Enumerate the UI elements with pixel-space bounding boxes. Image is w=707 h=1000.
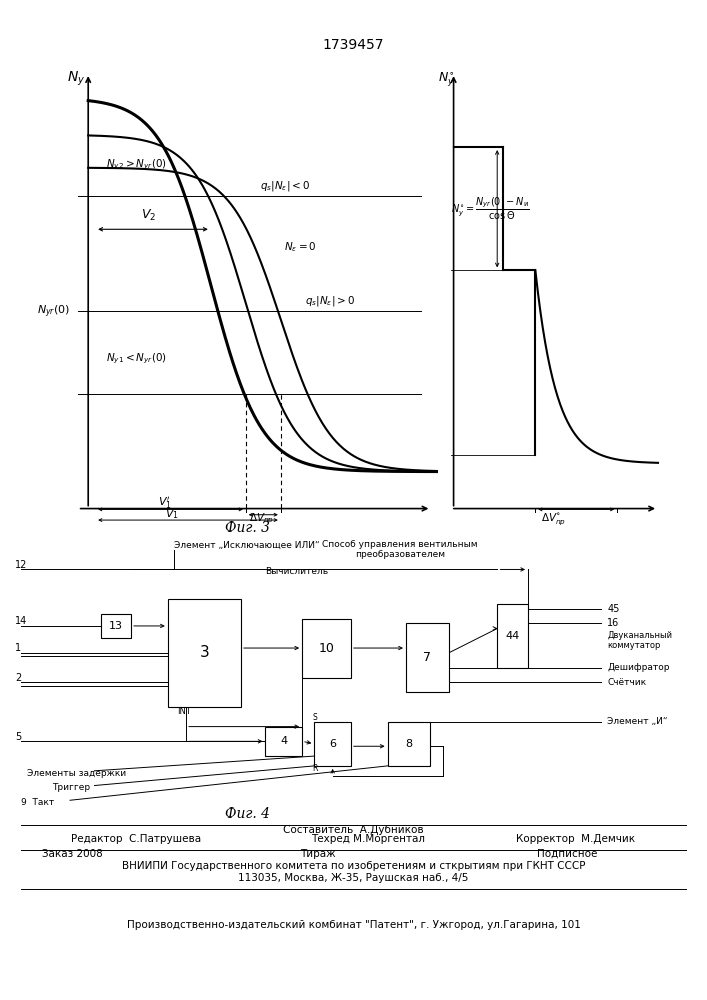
Text: 44: 44 (506, 631, 520, 641)
Text: 13: 13 (109, 621, 123, 631)
Text: $\Delta V_{пр}$: $\Delta V_{пр}$ (250, 511, 274, 526)
Text: 45: 45 (607, 604, 620, 614)
Text: $N_y$: $N_y$ (67, 70, 85, 88)
Text: INT: INT (177, 707, 191, 716)
Text: Техред М.Моргентал: Техред М.Моргентал (311, 834, 425, 844)
Text: 5: 5 (15, 732, 21, 742)
Text: 4: 4 (280, 736, 287, 746)
Text: $N_{yr}(0)$: $N_{yr}(0)$ (37, 303, 71, 320)
Bar (265, 727, 302, 756)
Text: Подписное: Подписное (537, 849, 597, 859)
Text: Тираж: Тираж (300, 849, 336, 859)
Text: Вычислитель: Вычислитель (265, 567, 329, 576)
Text: Производственно-издательский комбинат "Патент", г. Ужгород, ул.Гагарина, 101: Производственно-издательский комбинат "П… (127, 920, 580, 930)
Text: $N_{y1}<N_{yr}(0)$: $N_{y1}<N_{yr}(0)$ (106, 351, 167, 366)
Text: $q_s|N_\varepsilon|>0$: $q_s|N_\varepsilon|>0$ (305, 294, 356, 308)
Text: Составитель  А.Дубников: Составитель А.Дубников (284, 825, 423, 835)
Text: 6: 6 (329, 739, 336, 749)
Text: $N_{y2}>N_{yr}(0)$: $N_{y2}>N_{yr}(0)$ (106, 158, 167, 172)
Text: 8: 8 (405, 739, 412, 749)
Text: 2: 2 (15, 673, 21, 683)
Text: Элементы задержки: Элементы задержки (28, 769, 127, 778)
Text: Корректор  М.Демчик: Корректор М.Демчик (516, 834, 635, 844)
Text: S: S (312, 713, 317, 722)
Text: ВНИИПИ Государственного комитета по изобретениям и сткрытиям при ГКНТ СССР: ВНИИПИ Государственного комитета по изоб… (122, 861, 585, 871)
Text: $q_s|N_\varepsilon|<0$: $q_s|N_\varepsilon|<0$ (259, 179, 310, 193)
Text: Фиг. 4: Фиг. 4 (225, 807, 270, 821)
Text: $N_\varepsilon=0$: $N_\varepsilon=0$ (284, 240, 317, 254)
Text: 10: 10 (319, 642, 334, 655)
Text: $N_y^{\circ}=\dfrac{N_{yr}(0)-N_{\rm и}}{\cos\Theta}$: $N_y^{\circ}=\dfrac{N_{yr}(0)-N_{\rm и}}… (451, 196, 530, 222)
Text: $V_1'$: $V_1'$ (158, 495, 172, 511)
Bar (315, 722, 351, 766)
Text: Счётчик: Счётчик (607, 678, 646, 687)
Text: 14: 14 (15, 616, 28, 626)
Text: Элемент „И“: Элемент „И“ (607, 717, 668, 726)
Text: Заказ 2008: Заказ 2008 (42, 849, 103, 859)
Text: преобразователем: преобразователем (355, 550, 445, 559)
Text: $N_y^{\circ}$: $N_y^{\circ}$ (438, 70, 455, 89)
Text: 16: 16 (607, 618, 619, 628)
Text: Элемент „Исключающее ИЛИ“: Элемент „Исключающее ИЛИ“ (174, 540, 320, 549)
Bar (387, 722, 431, 766)
Text: 7: 7 (423, 651, 431, 664)
Text: Двуканальный: Двуканальный (607, 631, 672, 640)
Text: Редактор  С.Патрушева: Редактор С.Патрушева (71, 834, 201, 844)
Text: $\Delta V_{пр}^{\circ}$: $\Delta V_{пр}^{\circ}$ (541, 511, 566, 527)
Text: Дешифратор: Дешифратор (607, 663, 670, 672)
Text: Фиг. 3: Фиг. 3 (225, 521, 270, 535)
Text: 1739457: 1739457 (323, 38, 384, 52)
Text: коммутатор: коммутатор (607, 641, 661, 650)
Text: Триггер: Триггер (52, 783, 90, 792)
Text: Способ управления вентильным: Способ управления вентильным (322, 540, 478, 549)
Bar (168, 599, 241, 707)
Bar (406, 623, 449, 692)
Text: R: R (312, 764, 318, 773)
Text: 9  Такт: 9 Такт (21, 798, 54, 807)
Text: $V_1$: $V_1$ (165, 507, 179, 521)
Bar (302, 619, 351, 678)
Bar (100, 614, 131, 638)
Text: 3: 3 (199, 645, 209, 660)
Text: 12: 12 (15, 560, 28, 570)
Bar (498, 604, 528, 668)
Text: $V_2$: $V_2$ (141, 208, 156, 223)
Text: 113035, Москва, Ж-35, Раушская наб., 4/5: 113035, Москва, Ж-35, Раушская наб., 4/5 (238, 873, 469, 883)
Text: 1: 1 (15, 643, 21, 653)
